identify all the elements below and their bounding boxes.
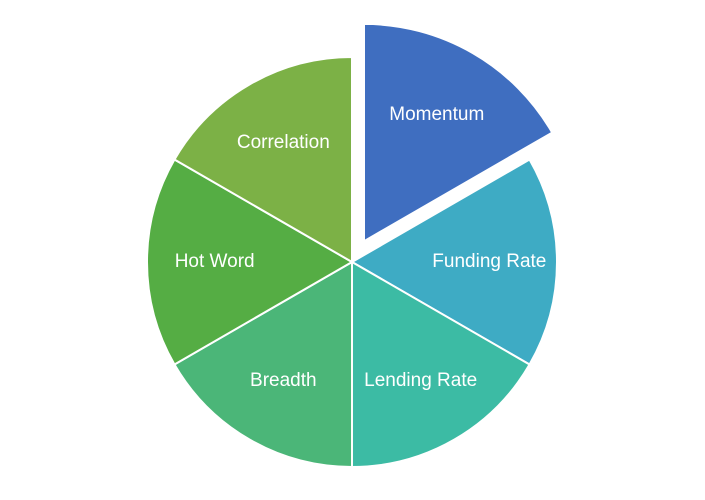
pie-chart: Momentum Funding Rate Lending Rate Breadth H…	[0, 0, 705, 500]
slice-label: Hot Word	[175, 251, 255, 272]
slice-label: Correlation	[237, 132, 330, 153]
slice-label: Breadth	[250, 370, 317, 391]
pie-svg: Momentum Funding Rate Lending Rate Breadth H…	[0, 0, 705, 500]
slice-label: Momentum	[389, 104, 484, 125]
slice-label: Lending Rate	[364, 370, 477, 391]
slice-label: Funding Rate	[432, 251, 546, 272]
